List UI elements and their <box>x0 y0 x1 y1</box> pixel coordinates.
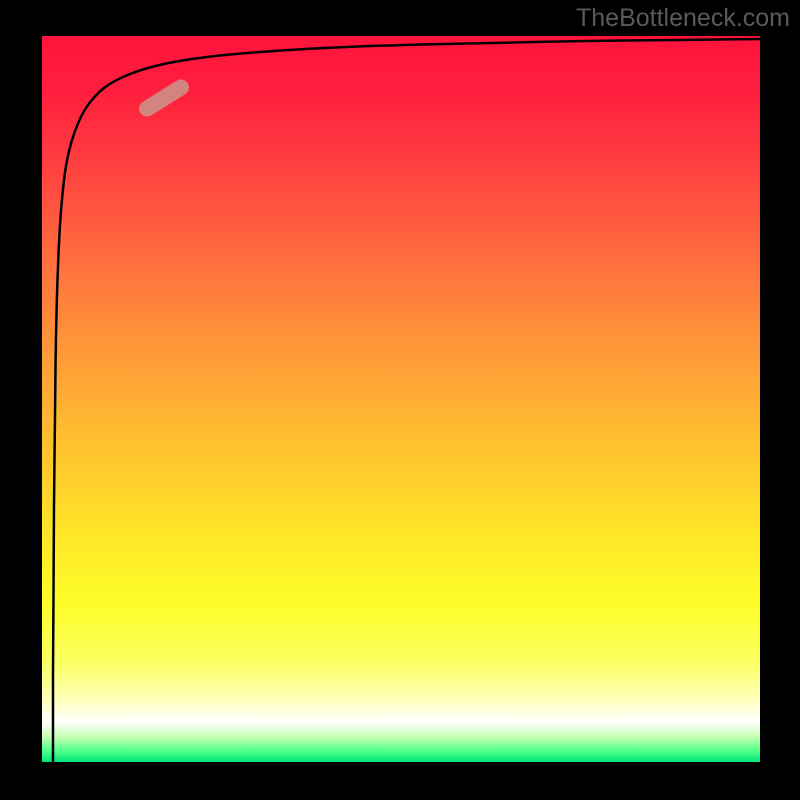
attribution-label: TheBottleneck.com <box>576 4 790 33</box>
curve-layer <box>42 36 760 762</box>
plot-area <box>42 36 760 762</box>
curve-marker <box>136 76 192 119</box>
bottleneck-curve <box>53 39 760 762</box>
chart-root: TheBottleneck.com <box>0 0 800 800</box>
